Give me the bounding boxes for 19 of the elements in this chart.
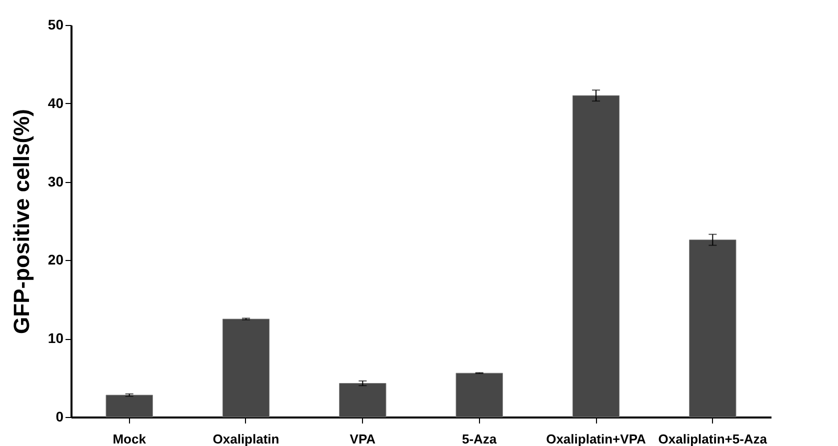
bar: [339, 383, 386, 418]
x-tick-label: Oxaliplatin+5-Aza: [658, 432, 768, 446]
bar: [689, 240, 736, 418]
y-axis-title: GFP-positive cells(%): [8, 109, 34, 334]
bar: [106, 394, 153, 418]
y-tick-label: 0: [56, 408, 64, 424]
bar: [572, 95, 620, 418]
y-tick-label: 30: [48, 173, 64, 190]
y-tick-label: 50: [48, 16, 64, 32]
bar: [456, 372, 503, 418]
x-tick-label: 5-Aza: [462, 432, 498, 446]
x-tick-label: Oxaliplatin+VPA: [546, 432, 647, 446]
x-tick-label: Mock: [112, 432, 147, 446]
y-tick-label: 10: [48, 330, 64, 346]
bar: [222, 318, 270, 418]
y-tick-label: 20: [48, 252, 64, 268]
x-tick-label: Oxaliplatin: [212, 432, 280, 446]
x-tick-label: VPA: [350, 432, 376, 446]
y-tick-label: 40: [48, 94, 64, 111]
